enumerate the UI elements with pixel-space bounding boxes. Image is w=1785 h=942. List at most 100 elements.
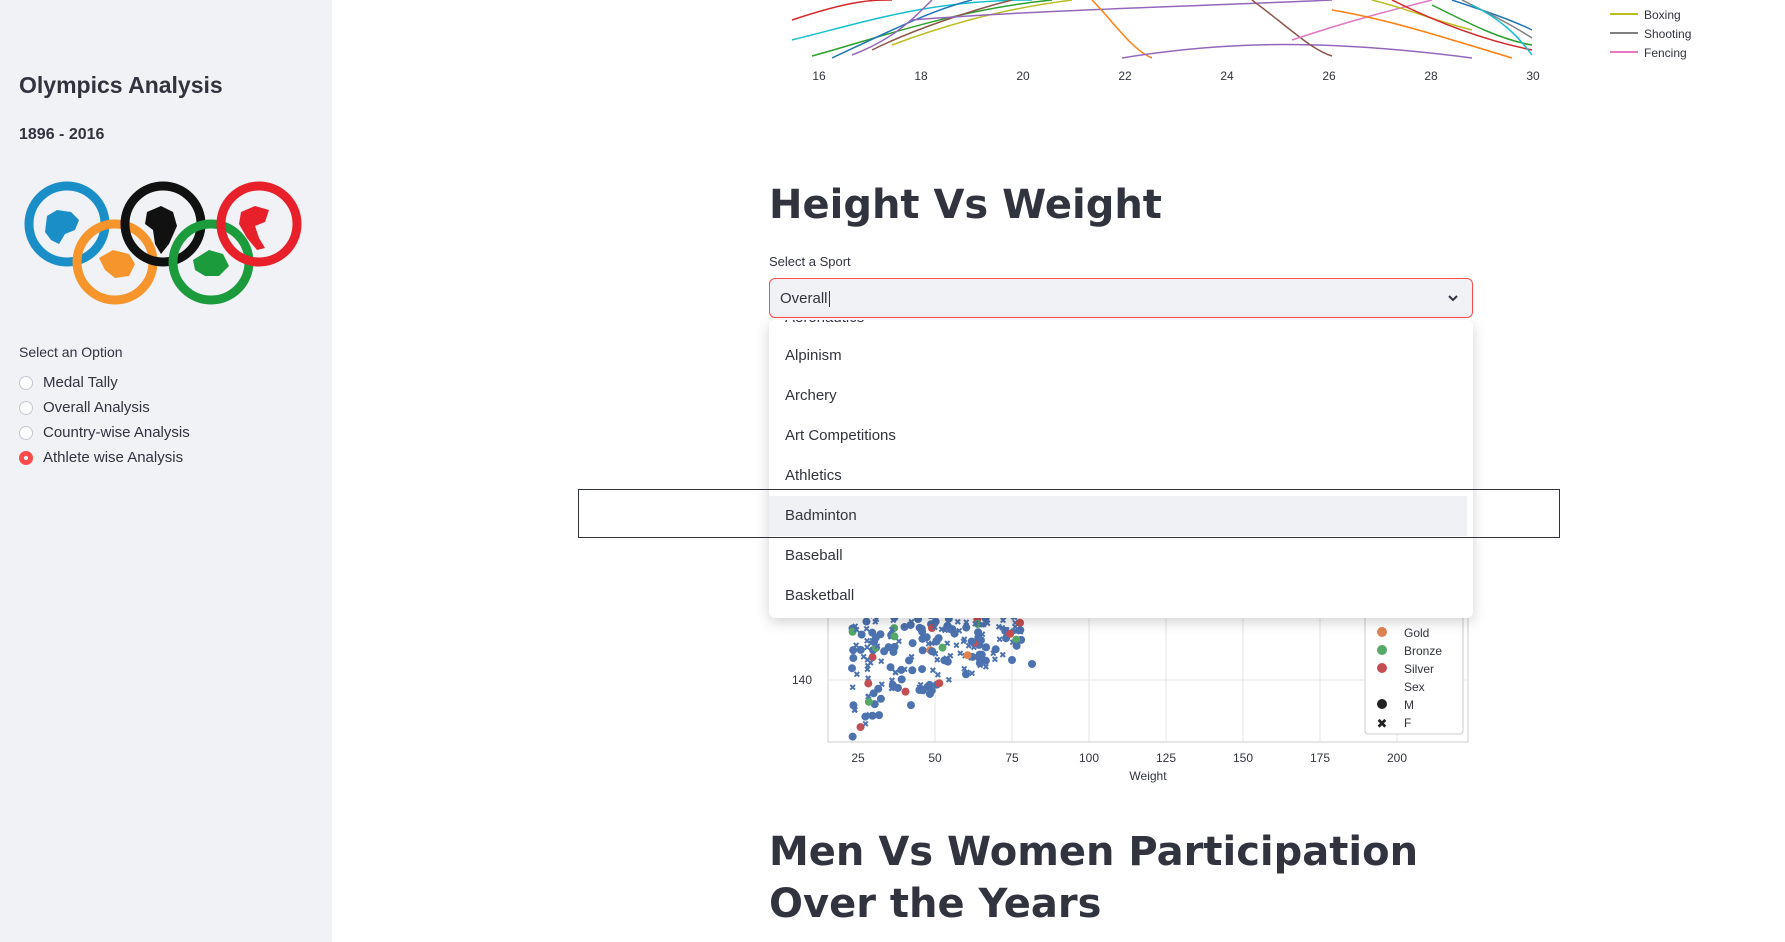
scatter-point-female: ✖	[996, 634, 1004, 644]
scatter-point-female: ✖	[978, 620, 986, 630]
scatter-point-male	[991, 645, 1000, 654]
scatter-point-male	[871, 633, 880, 642]
scatter-point-female: ✖	[971, 619, 979, 629]
scatter-point-female: ✖	[955, 626, 963, 636]
x-tick: 100	[1079, 751, 1099, 765]
legend-title: Sex	[1404, 680, 1425, 694]
scatter-point-male	[927, 686, 936, 695]
scatter-point-female: ✖	[864, 655, 872, 665]
dropdown-item[interactable]: Archery	[785, 387, 837, 404]
dropdown-item[interactable]: Baseball	[785, 547, 843, 564]
scatter-point-male	[906, 620, 915, 629]
legend-label: Fencing	[1644, 46, 1687, 60]
scatter-point-female: ✖	[991, 655, 999, 665]
scatter-point-female: ✖	[954, 617, 962, 627]
scatter-point-female: ✖	[864, 661, 872, 671]
sport-dropdown-list: Aeronautics Alpinism Archery Art Competi…	[769, 320, 1473, 618]
scatter-point-male	[1012, 641, 1021, 650]
x-tick: 20	[1016, 69, 1030, 83]
radio-label: Country-wise Analysis	[43, 424, 190, 441]
dropdown-item[interactable]: Basketball	[785, 587, 855, 604]
scatter-point-female: ✖	[865, 692, 873, 702]
scatter-point-male	[908, 639, 917, 648]
dropdown-item-highlighted[interactable]: Badminton	[769, 496, 1467, 536]
scatter-point-female: ✖	[878, 679, 886, 689]
scatter-point-female: ✖	[853, 625, 861, 635]
sport-select[interactable]: Overall	[769, 278, 1473, 318]
x-tick: 75	[1005, 751, 1019, 765]
scatter-point-female: ✖	[908, 617, 916, 627]
radio-medal-tally[interactable]: Medal Tally	[19, 370, 190, 395]
scatter-point-male	[918, 665, 927, 674]
scatter-point-female: ✖	[968, 668, 976, 678]
scatter-point-female: ✖	[863, 636, 871, 646]
scatter-point-female: ✖	[888, 625, 896, 635]
dropdown-item[interactable]: Alpinism	[785, 347, 842, 364]
x-tick: 24	[1220, 69, 1234, 83]
radio-label: Athlete wise Analysis	[43, 449, 184, 466]
scatter-point-male	[897, 665, 906, 674]
scatter-point-female: ✖	[869, 636, 877, 646]
scatter-point-female: ✖	[984, 618, 992, 628]
scatter-point-female: ✖	[860, 652, 868, 662]
scatter-point-male	[927, 624, 936, 633]
dropdown-item[interactable]: Aeronautics	[769, 320, 1473, 338]
legend-marker-gold	[1377, 627, 1387, 637]
scatter-point-male	[849, 701, 858, 710]
scatter-point-male	[890, 632, 899, 641]
x-tick: 28	[1424, 69, 1438, 83]
radio-athlete-wise-analysis[interactable]: Athlete wise Analysis	[19, 445, 190, 470]
scatter-point-male	[905, 656, 914, 665]
scatter-point-male	[1012, 635, 1021, 644]
scatter-point-male	[962, 623, 971, 632]
scatter-point-female: ✖	[849, 683, 857, 693]
radio-circle	[19, 425, 33, 440]
scatter-point-male	[977, 650, 986, 659]
scatter-point-male	[890, 642, 899, 651]
scatter-point-male	[890, 624, 899, 633]
legend-label: Bronze	[1404, 644, 1442, 658]
scatter-point-male	[875, 711, 884, 720]
scatter-point-male	[967, 637, 976, 646]
sport-select-input[interactable]: Overall	[780, 290, 830, 308]
plot-frame	[827, 600, 1469, 743]
scatter-point-male	[1016, 618, 1025, 627]
scatter-point-male	[864, 697, 873, 706]
legend-label: Silver	[1404, 662, 1434, 676]
x-tick: 18	[914, 69, 928, 83]
scatter-point-female: ✖	[1012, 618, 1020, 628]
scatter-point-male	[849, 646, 858, 655]
scatter-point-female: ✖	[970, 643, 978, 653]
scatter-point-male	[886, 663, 895, 672]
x-tick: 125	[1156, 751, 1176, 765]
scatter-point-male	[884, 643, 893, 652]
radio-overall-analysis[interactable]: Overall Analysis	[19, 395, 190, 420]
top-chart-legend: Boxing Shooting Fencing	[1610, 8, 1691, 60]
scatter-point-female: ✖	[960, 664, 968, 674]
legend-marker-male	[1377, 699, 1387, 709]
scatter-point-female: ✖	[980, 620, 988, 630]
dropdown-item[interactable]: Art Competitions	[785, 427, 896, 444]
scatter-point-female: ✖	[851, 706, 859, 716]
legend-marker-silver	[1377, 663, 1387, 673]
scatter-point-male	[872, 643, 881, 652]
dropdown-item[interactable]: Athletics	[785, 467, 842, 484]
scatter-point-male	[963, 651, 972, 660]
radio-country-wise-analysis[interactable]: Country-wise Analysis	[19, 420, 190, 445]
scatter-point-female: ✖	[895, 636, 903, 646]
scatter-point-female: ✖	[962, 618, 970, 628]
legend-marker-female: ✖	[1377, 717, 1388, 732]
y-tick: 140	[792, 673, 812, 687]
scatter-point-male	[938, 643, 947, 652]
scatter-point-male	[864, 679, 873, 688]
chevron-down-icon[interactable]	[1446, 291, 1460, 310]
scatter-point-male	[849, 654, 858, 663]
height-weight-title: Height Vs Weight	[769, 182, 1162, 228]
scatter-point-female: ✖	[871, 617, 879, 627]
x-tick: 26	[1322, 69, 1336, 83]
scatter-point-female: ✖	[982, 662, 990, 672]
scatter-point-male	[981, 656, 990, 665]
scatter-point-male	[935, 679, 944, 688]
scatter-point-female: ✖	[867, 658, 875, 668]
legend-label: Gold	[1404, 626, 1429, 640]
